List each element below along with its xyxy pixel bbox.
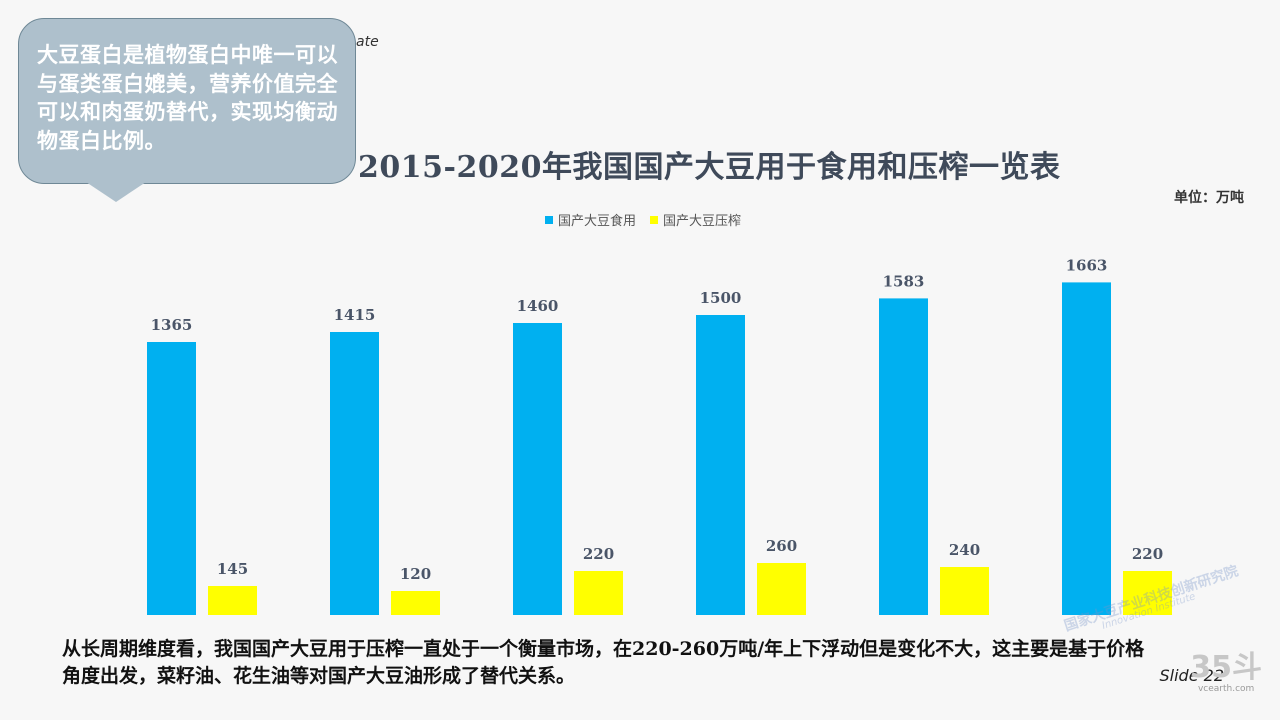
- data-label-crush-2019: 240: [949, 541, 980, 559]
- bar-food-2017: [513, 323, 562, 615]
- partial-word: ate: [356, 34, 379, 50]
- bar-crush-2018: [757, 563, 806, 615]
- data-label-food-2019: 1583: [883, 272, 925, 290]
- data-label-food-2020: 1663: [1066, 256, 1108, 274]
- legend-label-crush: 国产大豆压榨: [663, 214, 742, 229]
- legend-label-food: 国产大豆食用: [558, 214, 637, 229]
- logo-mark: 35斗: [1190, 650, 1262, 685]
- data-label-food-2016: 1415: [334, 306, 376, 324]
- legend-item-crush: 国产大豆压榨: [650, 210, 741, 229]
- bar-crush-2016: [391, 591, 440, 615]
- bar-food-2016: [330, 332, 379, 615]
- bar-food-2015: [147, 342, 196, 615]
- callout-bubble: 大豆蛋白是植物蛋白中唯一可以与蛋类蛋白媲美，营养价值完全可以和肉蛋奶替代，实现均…: [18, 18, 356, 184]
- data-label-crush-2020: 220: [1132, 545, 1163, 563]
- analysis-note: 从长周期维度看，我国国产大豆用于压榨一直处于一个衡量市场，在220-260万吨/…: [62, 638, 1145, 687]
- slide-number: Slide 22: [1159, 666, 1225, 685]
- bar-crush-2020: [1123, 571, 1172, 615]
- bar-crush-2017: [574, 571, 623, 615]
- bar-food-2020: [1062, 282, 1111, 615]
- bar-food-2019: [879, 298, 928, 615]
- bar-crush-2019: [940, 567, 989, 615]
- data-label-food-2018: 1500: [700, 289, 742, 307]
- chart-legend: 国产大豆食用 国产大豆压榨: [545, 210, 741, 229]
- legend-item-food: 国产大豆食用: [545, 210, 636, 229]
- callout-text: 大豆蛋白是植物蛋白中唯一可以与蛋类蛋白媲美，营养价值完全可以和肉蛋奶替代，实现均…: [37, 42, 338, 153]
- legend-swatch-crush: [650, 215, 659, 224]
- legend-swatch-food: [545, 215, 553, 224]
- logo-domain: vcearth.com: [1197, 684, 1255, 694]
- bar-crush-2015: [208, 586, 257, 615]
- data-label-crush-2015: 145: [217, 560, 248, 578]
- data-label-food-2017: 1460: [517, 297, 559, 315]
- chart-title: 2015-2020年我国国产大豆用于食用和压榨一览表: [358, 150, 1061, 185]
- callout-tail: [86, 182, 146, 202]
- data-label-crush-2016: 120: [400, 565, 431, 583]
- site-logo: 35斗 vcearth.com: [1190, 650, 1262, 695]
- data-label-food-2015: 1365: [151, 316, 193, 334]
- data-label-crush-2018: 260: [766, 537, 797, 555]
- data-label-crush-2017: 220: [583, 545, 614, 563]
- bar-food-2018: [696, 315, 745, 615]
- unit-label: 单位：万吨: [1174, 190, 1244, 206]
